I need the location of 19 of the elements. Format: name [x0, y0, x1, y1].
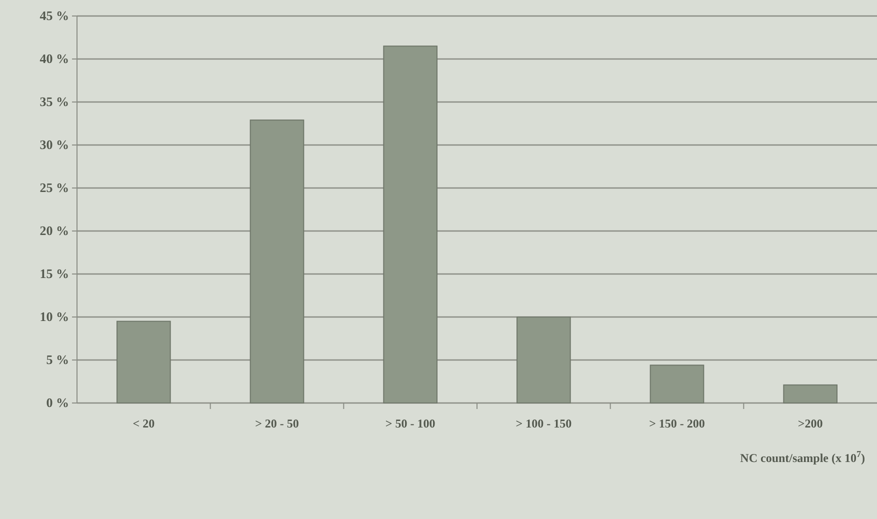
y-tick-label: 20 %: [40, 223, 69, 238]
x-tick-label: > 150 - 200: [649, 416, 705, 431]
y-tick-label: 30 %: [40, 137, 69, 152]
x-tick-label: > 50 - 100: [385, 416, 436, 431]
y-tick-label: 5 %: [46, 352, 69, 368]
y-tick-label: 0 %: [46, 395, 69, 410]
x-tick-label: >200: [798, 416, 823, 431]
y-tick-label: 15 %: [40, 266, 69, 282]
x-axis-title: NC count/sample (x 10$^{7}$): [740, 449, 865, 465]
bar: [650, 364, 704, 404]
x-tick-label: > 100 - 150: [516, 416, 572, 431]
x-tick-label: > 20 - 50: [255, 416, 299, 431]
x-tick-label: < 20: [132, 416, 155, 431]
y-tick-label: 45 %: [40, 8, 69, 24]
y-tick-label: 10 %: [40, 309, 69, 324]
y-tick-label: 25 %: [40, 180, 69, 196]
y-tick-label: 35 %: [40, 94, 69, 110]
bar: [783, 384, 838, 404]
y-tick-label: 40 %: [40, 51, 69, 66]
